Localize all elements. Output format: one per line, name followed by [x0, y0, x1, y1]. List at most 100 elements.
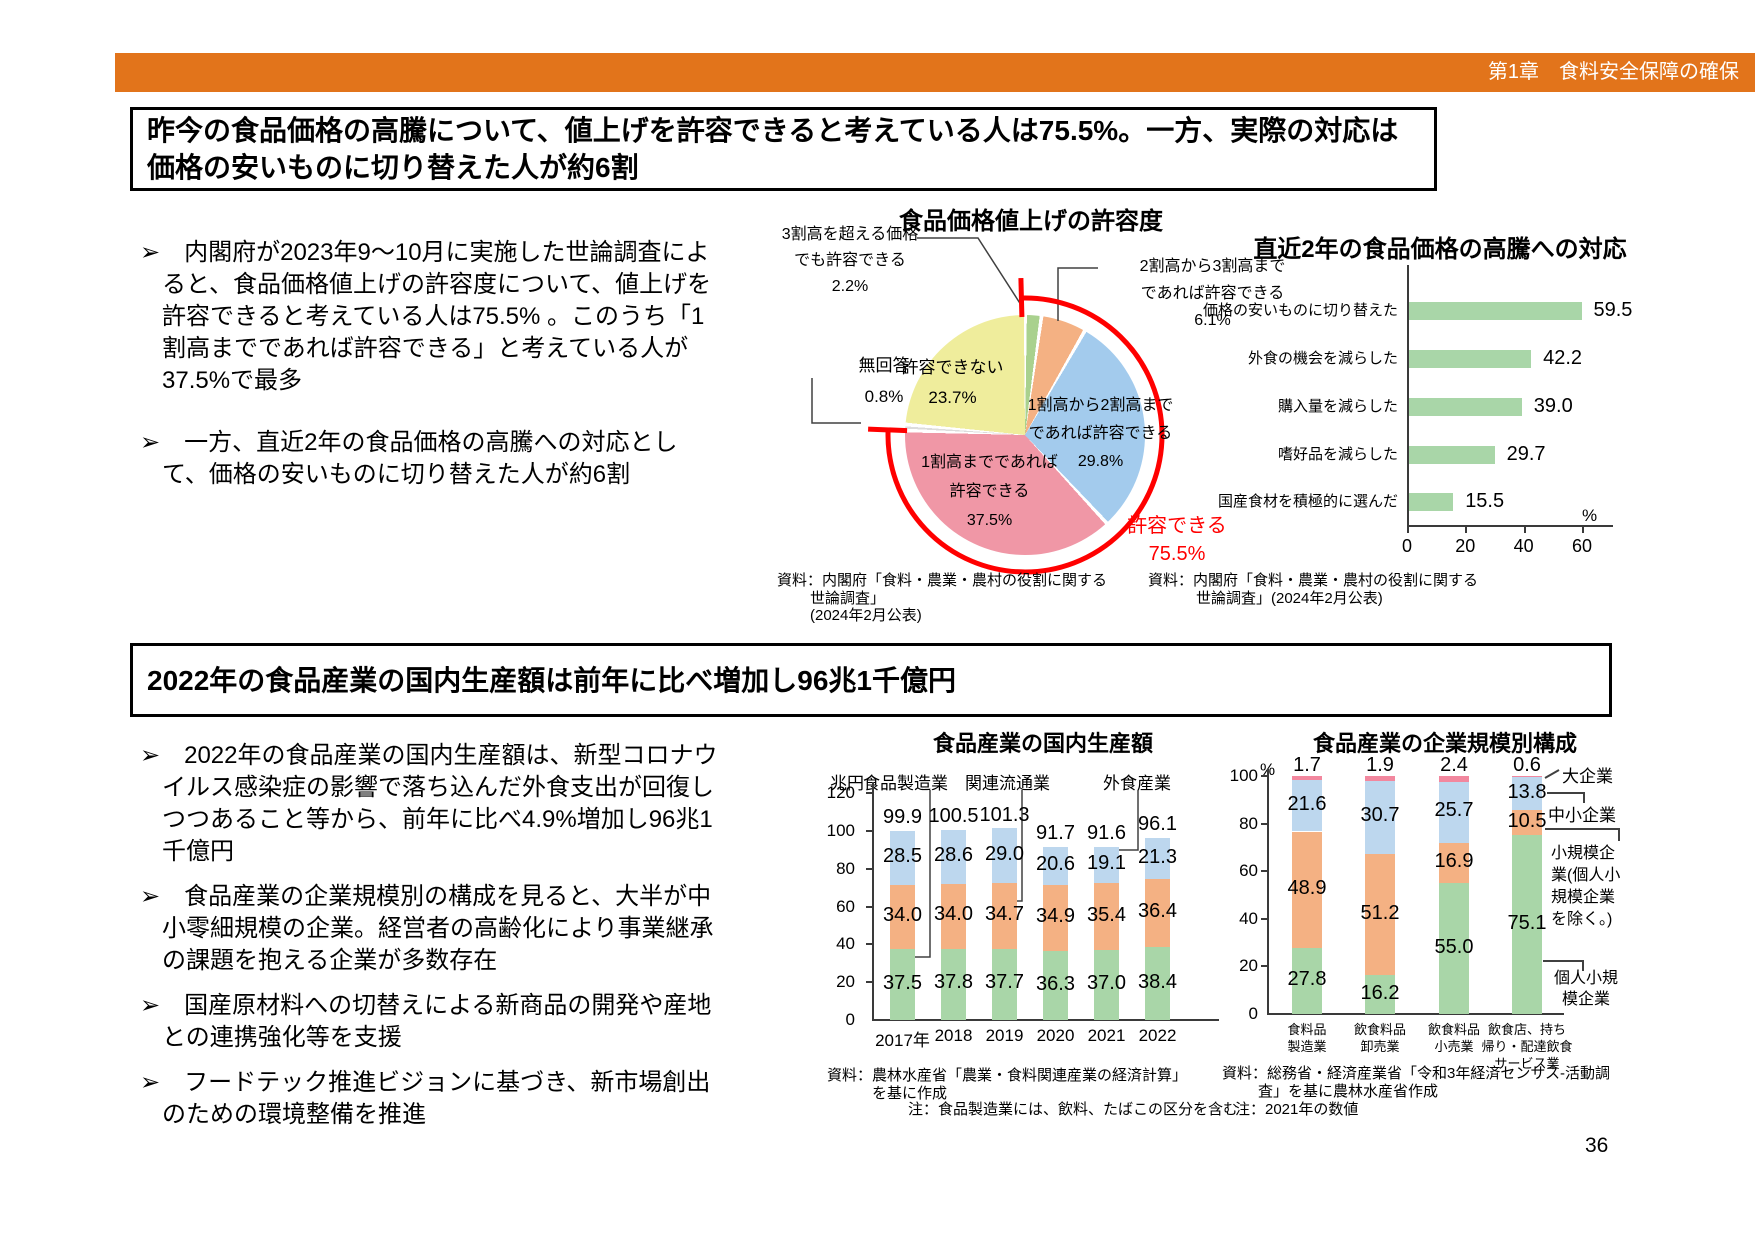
x-axis-tick [1465, 527, 1468, 533]
x-axis-tick [1407, 527, 1409, 533]
x-axis-tick [1523, 527, 1526, 533]
stacked-bar-segment [1365, 975, 1395, 1014]
segment-value-label: 29.0 [985, 842, 1024, 865]
segment-value-label: 36.4 [1138, 900, 1177, 922]
bar [1408, 493, 1454, 511]
production-note: 注：食品製造業には、飲料、たばこの区分を含む [908, 1101, 1239, 1118]
x-category-label: 飲食店、持ち 帰り・配達飲食 サービス業 [1481, 1022, 1573, 1071]
segment-value-label: 21.3 [1138, 845, 1177, 868]
segment-value-label: 35.4 [1087, 903, 1126, 926]
stacked-bar-segment [1043, 951, 1068, 1020]
stacked-bar-segment [992, 883, 1017, 949]
y-tick-label: 60 [1239, 861, 1258, 881]
bar-value-label: 15.5 [1465, 490, 1505, 512]
x-axis-line [1407, 525, 1613, 527]
stacked-bar-segment [1365, 776, 1395, 781]
bar [1408, 398, 1522, 416]
y-axis-tick [866, 792, 872, 795]
segment-value-label: 51.2 [1360, 901, 1400, 924]
stacked-bar-segment [1145, 838, 1170, 879]
stacked-bar-segment [1439, 883, 1469, 1014]
stacked-bar-segment [1094, 847, 1119, 884]
bar-category-label: 嗜好品を減らした [1277, 446, 1398, 463]
company-size-source: 資料：総務省・経済産業省「令和3年経済センサス-活動調 査」を基に農林水産省作成 [1222, 1065, 1611, 1100]
y-axis-line [1267, 769, 1269, 1014]
x-category-label: 2019 [985, 1026, 1024, 1045]
x-category-label: 2021 [1087, 1026, 1126, 1045]
callout-leader-line [811, 378, 861, 424]
stacked-bar-segment [1365, 853, 1395, 976]
stacked-bar-segment [1512, 777, 1542, 811]
stacked-bar-segment [992, 948, 1017, 1020]
bar [1408, 350, 1532, 368]
legend-item-restaurant: 外食産業 [1103, 774, 1171, 793]
x-category-label: 2022 [1138, 1026, 1177, 1045]
pie-disc [905, 315, 1145, 555]
legend-bracket-lines [1543, 769, 1620, 971]
x-tick-label: 40 [1513, 536, 1534, 556]
stacked-bar-segment [890, 949, 915, 1020]
y-axis-tick [866, 943, 872, 946]
total-value-label: 91.7 [1036, 821, 1075, 844]
pie-chart: 3割高を超える価格 でも許容できる 2.2% 2割高から3割高まで であれば許容… [730, 200, 1285, 580]
x-category-label: 食料品 製造業 [1287, 1022, 1327, 1054]
bar-value-label: 39.0 [1533, 395, 1573, 417]
stacked-bar-segment [1365, 780, 1395, 854]
pie-chart-title: 食品価格値上げの許容度 [899, 208, 1163, 235]
x-tick-label: 20 [1455, 536, 1476, 556]
y-tick-label: 0 [1248, 1004, 1258, 1023]
x-tick-label: 0 [1401, 536, 1412, 556]
y-axis-tick [1261, 917, 1267, 920]
stacked-bar-segment [941, 830, 966, 885]
y-tick-label: 80 [836, 858, 855, 878]
pie-callout-no-answer: 無回答 0.8% [858, 356, 910, 406]
segment-value-label: 0.6 [1513, 754, 1541, 776]
segment-value-label: 16.9 [1434, 850, 1474, 872]
y-axis-tick [866, 830, 872, 832]
y-axis-tick [1261, 822, 1267, 825]
total-value-label: 96.1 [1138, 813, 1177, 836]
production-chart-title: 食品産業の国内生産額 [932, 731, 1153, 756]
legend-medium-company: 中小企業 [1548, 806, 1616, 825]
pie-source: 資料：内閣府「食料・農業・農村の役割に関する世論調査」 (2024年2月公表) [777, 572, 1108, 624]
stacked-bar-segment [1439, 776, 1469, 782]
total-value-label: 100.5 [928, 805, 979, 828]
x-category-label: 飲食料品 卸売業 [1353, 1022, 1406, 1054]
total-value-label: 101.3 [979, 803, 1030, 826]
bullet-item: ➢ 国産原材料への切替えによる新商品の開発や産地との連携強化等を支援 [140, 992, 712, 1051]
stacked-bar-segment [1512, 776, 1542, 778]
stacked-bar-segment [1145, 947, 1170, 1020]
segment-value-label: 10.5 [1507, 809, 1547, 832]
stacked-bar-segment [941, 948, 966, 1020]
bullet-marker: ➢ [140, 1069, 161, 1096]
stacked-bar-segment [1043, 885, 1068, 952]
y-axis-unit-label: 兆円 [830, 774, 864, 793]
y-axis-line [872, 782, 874, 1020]
section2-title: 2022年の食品産業の国内生産額は前年に比べ増加し96兆1千億円 [147, 664, 957, 696]
y-tick-label: 20 [1239, 956, 1258, 976]
segment-value-label: 36.3 [1036, 972, 1075, 995]
pie-label-cannot-accept: 許容できない 23.7% [901, 358, 1004, 407]
stacked-bar-segment [1292, 831, 1322, 948]
segment-value-label: 34.0 [934, 903, 973, 926]
section2-title-box: 2022年の食品産業の国内生産額は前年に比べ増加し96兆1千億円 [130, 643, 1612, 717]
stacked-bar-segment [1043, 846, 1068, 886]
segment-value-label: 37.5 [883, 971, 922, 994]
y-axis-tick [866, 905, 872, 908]
stacked-bar-segment [1094, 883, 1119, 951]
bullet-item: ➢ 2022年の食品産業の国内生産額は、新型コロナウイルス感染症の影響で落ち込んだ… [140, 742, 718, 865]
bar-category-label: 国産食材を積極的に選んだ [1217, 493, 1398, 510]
x-axis-unit-label: % [1582, 506, 1598, 525]
bar-category-label: 購入量を減らした [1277, 398, 1398, 415]
bullet-item: ➢ 内閣府が2023年9～10月に実施した世論調査によると、食品価格値上げの許容度… [140, 239, 712, 394]
segment-value-label: 37.7 [985, 971, 1024, 994]
response-bar-chart: % 価格の安いものに切り替えた 59.5 外食の機会を減らした 42.2 購入量を減らし… [1130, 230, 1690, 570]
pie-callout-20to30: 2割高から3割高まで であれば許容できる 6.1% [1139, 258, 1286, 329]
legend-small-company: 小規模企 業(個人小 規模企業 を除く。) [1551, 845, 1621, 928]
stacked-bar-segment [1292, 947, 1322, 1014]
segment-value-label: 34.0 [883, 904, 922, 926]
segment-value-label: 30.7 [1360, 804, 1400, 827]
bar-category-label: 外食の機会を減らした [1247, 350, 1398, 367]
y-tick-label: 20 [836, 972, 855, 992]
x-axis-line [1267, 1013, 1564, 1015]
